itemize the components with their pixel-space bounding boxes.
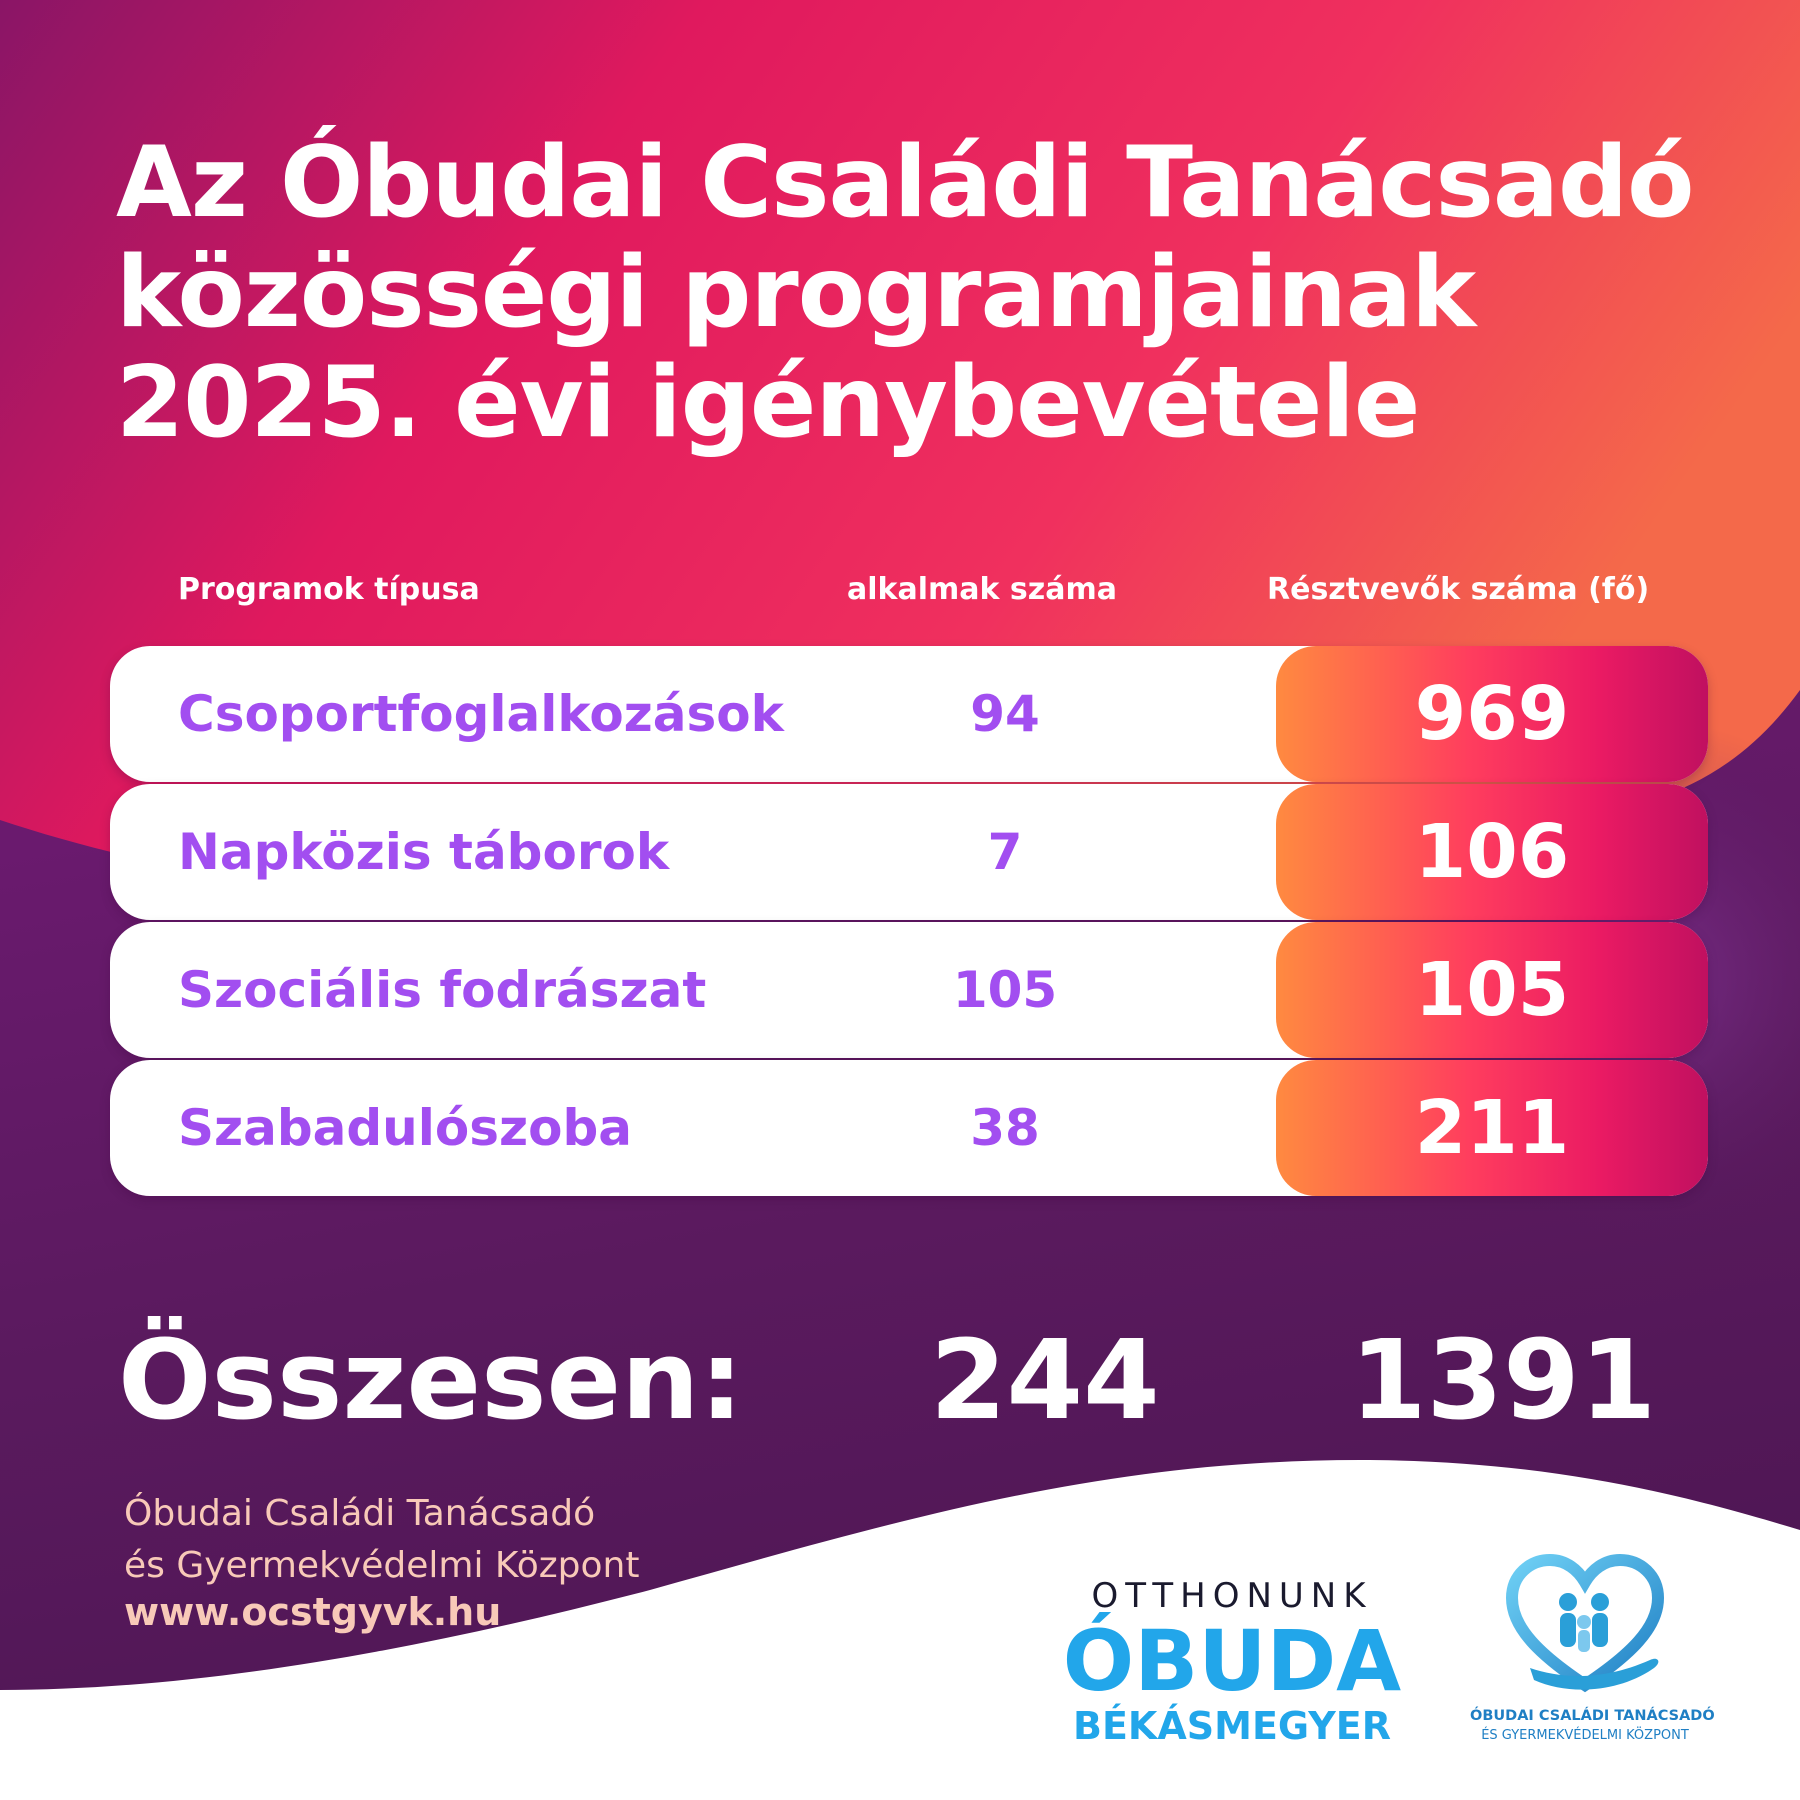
logo-obuda-top: OTTHONUNK — [1091, 1576, 1373, 1616]
totals-count: 244 — [930, 1316, 1160, 1444]
column-header-participants: Résztvevők száma (fő) — [1267, 572, 1650, 607]
page-title: Az Óbudai Családi Tanácsadó közösségi pr… — [116, 128, 1756, 458]
participant-count: 211 — [1414, 1085, 1570, 1171]
table-row: Szabadulószoba 38 211 — [110, 1060, 1708, 1196]
title-line-3: 2025. évi igénybevétele — [116, 346, 1420, 460]
table-row: Csoportfoglalkozások 94 969 — [110, 646, 1708, 782]
program-name: Napközis táborok — [178, 823, 670, 881]
logo-center-line-1: ÓBUDAI CSALÁDI TANÁCSADÓ — [1470, 1708, 1715, 1724]
footer-org-line-1: Óbudai Családi Tanácsadó — [124, 1493, 596, 1534]
totals-participants: 1391 — [1350, 1316, 1657, 1444]
participant-count-badge: 105 — [1276, 922, 1708, 1058]
occasion-count: 94 — [970, 685, 1040, 743]
program-name: Csoportfoglalkozások — [178, 685, 784, 743]
obuda-bekasmegyer-logo: OTTHONUNK ÓBUDA BÉKÁSMEGYER — [1052, 1576, 1412, 1756]
heart-family-hand-icon — [1505, 1553, 1665, 1693]
occasion-count: 7 — [987, 823, 1023, 881]
occasion-count: 38 — [970, 1099, 1040, 1157]
totals-label: Összesen: — [118, 1316, 744, 1444]
participant-count: 969 — [1414, 671, 1570, 757]
program-name: Szabadulószoba — [178, 1099, 633, 1157]
program-name: Szociális fodrászat — [178, 961, 707, 1019]
participant-count: 106 — [1414, 809, 1570, 895]
participant-count-badge: 106 — [1276, 784, 1708, 920]
footer-org-line-2: és Gyermekvédelmi Központ — [124, 1545, 640, 1586]
logo-obuda-middle: ÓBUDA — [1062, 1612, 1402, 1710]
occasion-count: 105 — [952, 961, 1058, 1019]
participant-count-badge: 211 — [1276, 1060, 1708, 1196]
participant-count-badge: 969 — [1276, 646, 1708, 782]
column-header-count: alkalmak száma — [847, 572, 1117, 607]
title-line-1: Az Óbudai Családi Tanácsadó — [116, 126, 1694, 240]
center-logo: ÓBUDAI CSALÁDI TANÁCSADÓ ÉS GYERMEKVÉDEL… — [1470, 1550, 1715, 1790]
footer-website-link[interactable]: www.ocstgyvk.hu — [124, 1590, 502, 1634]
logo-obuda-bottom: BÉKÁSMEGYER — [1072, 1704, 1391, 1748]
table-row: Napközis táborok 7 106 — [110, 784, 1708, 920]
title-line-2: közösségi programjainak — [116, 236, 1476, 350]
participant-count: 105 — [1414, 947, 1570, 1033]
table-row: Szociális fodrászat 105 105 — [110, 922, 1708, 1058]
footer-organization: Óbudai Családi Tanácsadó és Gyermekvédel… — [124, 1488, 639, 1592]
column-header-type: Programok típusa — [178, 572, 480, 607]
logo-center-line-2: ÉS GYERMEKVÉDELMI KÖZPONT — [1481, 1728, 1689, 1743]
